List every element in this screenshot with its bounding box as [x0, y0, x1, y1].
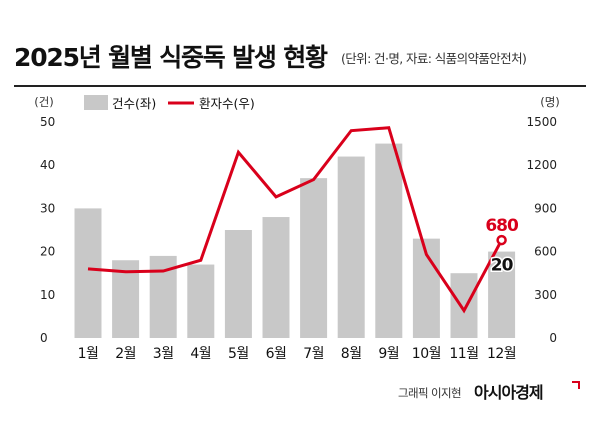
- right-tick-label: 300: [534, 288, 557, 302]
- bar: [300, 178, 328, 338]
- legend-label-line: 환자수(우): [199, 96, 255, 111]
- x-tick-label: 10월: [412, 346, 441, 362]
- bar: [224, 230, 252, 338]
- left-tick-label: 30: [40, 201, 55, 215]
- bar: [488, 251, 516, 338]
- x-tick-label: 11월: [449, 346, 478, 362]
- legend-swatch-bar: [84, 95, 108, 110]
- brand-mark-icon: [572, 381, 580, 389]
- brand-logo: 아시아경제: [474, 383, 544, 402]
- data-label-patients: 680: [485, 216, 519, 236]
- x-tick-label: 6월: [266, 346, 287, 362]
- right-tick-label: 600: [534, 245, 557, 259]
- line-series-patients: [87, 126, 503, 314]
- bar: [262, 217, 290, 338]
- bar: [375, 143, 403, 338]
- chart-subtitle: (단위: 건·명, 자료: 식품의약품안전처): [341, 51, 527, 66]
- x-tick-label: 9월: [378, 346, 399, 362]
- legend-label-bar: 건수(좌): [112, 96, 156, 111]
- x-tick-label: 5월: [228, 346, 249, 362]
- x-tick-label: 3월: [153, 346, 174, 362]
- left-tick-label: 10: [40, 288, 55, 302]
- bar: [450, 273, 478, 338]
- right-tick-label: 1200: [526, 158, 557, 172]
- title-divider: [14, 85, 586, 87]
- right-axis-unit: (명): [540, 95, 560, 109]
- x-tick-label: 8월: [341, 346, 362, 362]
- x-tick-label: 2월: [115, 346, 136, 362]
- left-axis-unit: (건): [34, 95, 54, 109]
- chart-title: 2025년 월별 식중독 발생 현황: [14, 43, 328, 72]
- bar: [187, 264, 215, 338]
- left-tick-label: 40: [40, 158, 55, 172]
- x-tick-label: 1월: [78, 346, 99, 362]
- right-tick-label: 0: [549, 331, 557, 345]
- graphic-credit: 그래픽 이지현: [398, 386, 462, 400]
- data-label-cases: 20: [491, 256, 514, 276]
- x-tick-label: 4월: [190, 346, 211, 362]
- right-tick-label: 1500: [526, 115, 557, 129]
- left-tick-label: 50: [40, 115, 55, 129]
- line-end-marker: [496, 234, 507, 246]
- x-tick-label: 7월: [303, 346, 324, 362]
- bar: [74, 208, 102, 338]
- x-tick-label: 12월: [487, 346, 516, 362]
- bar: [337, 156, 365, 338]
- left-tick-label: 20: [40, 245, 55, 259]
- left-tick-label: 0: [40, 331, 48, 345]
- right-tick-label: 900: [534, 201, 557, 215]
